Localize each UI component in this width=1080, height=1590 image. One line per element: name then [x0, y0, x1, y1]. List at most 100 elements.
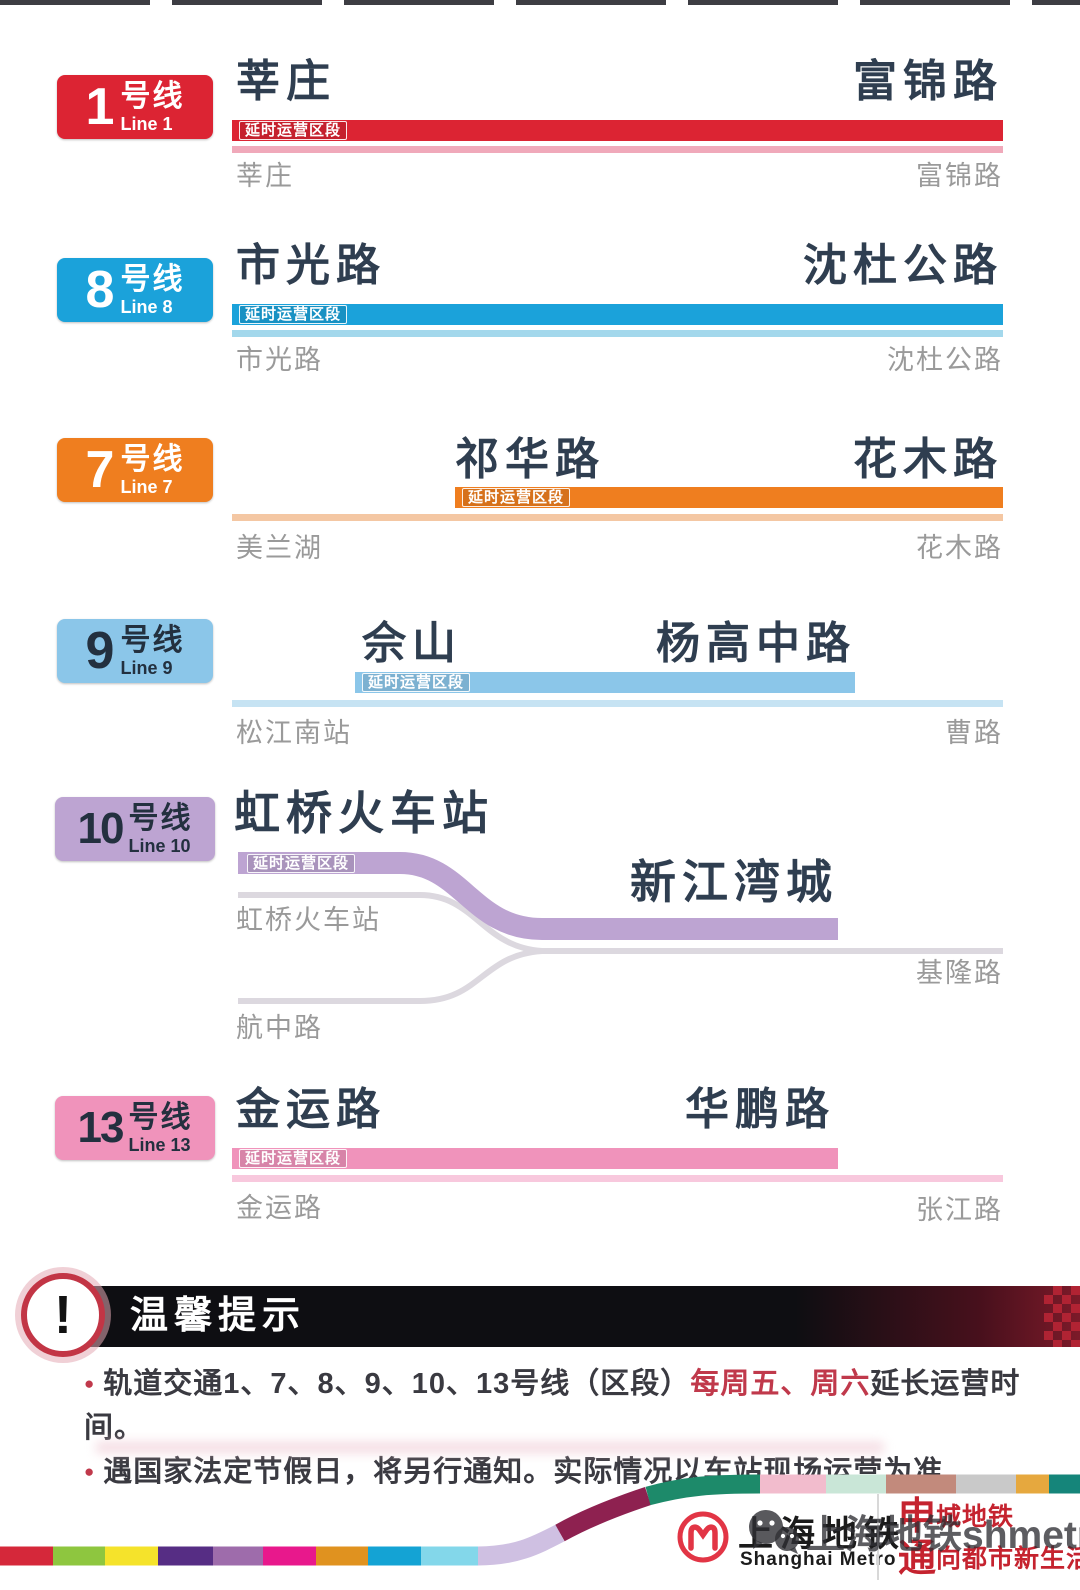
line8-right-station: 沈杜公路	[887, 345, 1003, 375]
footer-divider	[877, 1494, 879, 1580]
line10-main-branch-line	[238, 892, 543, 954]
slogan2-bigchar: 通	[898, 1538, 937, 1580]
line1-number: 1	[85, 78, 115, 136]
line1-delay-bar: 延时运营区段	[232, 120, 1003, 141]
line9-delay-start-station: 佘山	[362, 619, 462, 668]
top-edge-strip	[0, 0, 1080, 5]
line1-left-station: 莘庄	[236, 161, 294, 191]
line1-left-terminus: 莘庄	[236, 57, 336, 106]
line8-badge: 8 号线 Line 8	[57, 258, 213, 322]
line7-delay-label: 延时运营区段	[462, 488, 571, 507]
line8-full-line	[232, 330, 1003, 337]
ribbon-seg-lavender	[477, 1524, 565, 1566]
bullet-dot-icon: ●	[84, 1374, 96, 1393]
line9-delay-label: 延时运营区段	[362, 673, 471, 692]
line9-number: 9	[85, 622, 115, 680]
watermark: 上海地铁shmetro	[742, 1504, 1080, 1560]
line10-badge: 10 号线 Line 10	[55, 797, 215, 861]
ribbon-seg-maroon	[555, 1486, 652, 1542]
slogan1-bigchar: 申	[898, 1496, 937, 1538]
notice-bullet-1: ● 轨道交通1、7、8、9、10、13号线（区段）每周五、周六延长运营时间。	[84, 1362, 1074, 1450]
line1-suffix: 号线	[120, 79, 185, 113]
line13-delay-end-station: 华鹏路	[685, 1085, 835, 1134]
line7-delay-start-station: 祁华路	[455, 435, 605, 484]
line10-delay-end-station: 新江湾城	[630, 857, 838, 908]
line1-right-station: 富锦路	[916, 161, 1003, 191]
line13-left-station: 金运路	[236, 1193, 323, 1223]
notice-header-bar: 温馨提示	[64, 1286, 1080, 1347]
line13-delay-label: 延时运营区段	[239, 1149, 348, 1168]
shanghai-metro-logo-icon	[677, 1511, 729, 1563]
line8-number: 8	[85, 261, 115, 319]
line9-right-station: 曹路	[945, 718, 1003, 748]
footer-logo-en: Shanghai Metro	[740, 1549, 897, 1570]
line13-suffix: 号线	[128, 1100, 193, 1134]
line10-branch-station: 航中路	[236, 1013, 323, 1043]
line7-number: 7	[85, 441, 115, 499]
line7-delay-bar: 延时运营区段	[455, 487, 1003, 508]
line13-delay-bar: 延时运营区段	[232, 1148, 838, 1169]
line8-delay-label: 延时运营区段	[239, 305, 348, 324]
line13-right-station: 张江路	[916, 1195, 1003, 1225]
line10-left-terminus: 虹桥火车站	[234, 788, 494, 839]
wechat-icon	[749, 1510, 799, 1554]
line10-left-station: 虹桥火车站	[236, 905, 381, 935]
line8-suffix: 号线	[120, 262, 185, 296]
line13-badge: 13 号线 Line 13	[55, 1096, 215, 1160]
line10-number: 10	[77, 804, 125, 853]
line7-right-terminus: 花木路	[853, 435, 1003, 484]
line10-right-station: 基隆路	[916, 958, 1003, 988]
line13-full-line	[232, 1175, 1003, 1182]
line13-en: Line 13	[128, 1134, 191, 1155]
line9-badge: 9 号线 Line 9	[57, 619, 213, 683]
line9-left-station: 松江南站	[236, 718, 352, 748]
line10-en: Line 10	[128, 835, 191, 856]
line1-badge: 1 号线 Line 1	[57, 75, 213, 139]
line7-left-station: 美兰湖	[236, 533, 323, 563]
line8-right-terminus: 沈杜公路	[803, 241, 1003, 290]
line8-en: Line 8	[120, 296, 173, 317]
slogan2-rest: 向都市新生活	[936, 1544, 1080, 1573]
line9-full-line	[232, 700, 1003, 707]
line10-suffix: 号线	[128, 801, 193, 835]
line7-suffix: 号线	[120, 442, 185, 476]
line8-left-terminus: 市光路	[236, 241, 386, 290]
line10-hangzhonglu-branch-line	[238, 948, 543, 1004]
line1-full-line	[232, 146, 1003, 153]
line10-delay-label: 延时运营区段	[247, 854, 356, 873]
exclamation-glyph: !	[54, 1285, 72, 1345]
line13-left-terminus: 金运路	[236, 1085, 386, 1134]
notice-bullets: ● 轨道交通1、7、8、9、10、13号线（区段）每周五、周六延长运营时间。 ● 遇…	[84, 1362, 1074, 1494]
line9-en: Line 9	[120, 657, 173, 678]
bullet1-suffix: 延长运营时间。	[84, 1368, 1021, 1444]
line9-delay-end-station: 杨高中路	[656, 619, 856, 668]
slogan-row-2: 通 向都市新生活	[898, 1540, 1080, 1578]
line7-en: Line 7	[120, 476, 173, 497]
blurred-pink-stripe	[95, 1441, 885, 1454]
line8-left-station: 市光路	[236, 345, 323, 375]
line10-branch-diagram	[238, 852, 1003, 1004]
line1-delay-label: 延时运营区段	[239, 121, 348, 140]
line8-delay-bar: 延时运营区段	[232, 304, 1003, 325]
line1-en: Line 1	[120, 113, 173, 134]
watermark-text: 上海地铁shmetro	[806, 1514, 1080, 1557]
notice-title: 温馨提示	[130, 1295, 307, 1337]
line10-delay-bar	[238, 852, 838, 940]
line7-badge: 7 号线 Line 7	[57, 438, 213, 502]
footer-slogan: 申 城地铁 通 向都市新生活	[898, 1498, 1080, 1582]
slogan1-rest: 城地铁	[936, 1502, 1015, 1531]
bullet1-highlight: 每周五、周六	[690, 1368, 871, 1400]
exclamation-icon: !	[21, 1273, 105, 1357]
line9-suffix: 号线	[120, 623, 185, 657]
line7-right-station: 花木路	[916, 533, 1003, 563]
slogan-row-1: 申 城地铁	[898, 1498, 1080, 1536]
line9-delay-bar: 延时运营区段	[355, 672, 855, 693]
line7-full-line	[232, 514, 1003, 521]
footer-ribbon	[0, 1474, 1080, 1566]
line1-right-terminus: 富锦路	[853, 57, 1003, 106]
ribbon-seg-teal	[645, 1474, 761, 1506]
bullet1-prefix: 轨道交通1、7、8、9、10、13号线（区段）	[103, 1368, 691, 1400]
line13-number: 13	[77, 1103, 125, 1152]
bullet-dot-icon: ●	[84, 1462, 96, 1481]
